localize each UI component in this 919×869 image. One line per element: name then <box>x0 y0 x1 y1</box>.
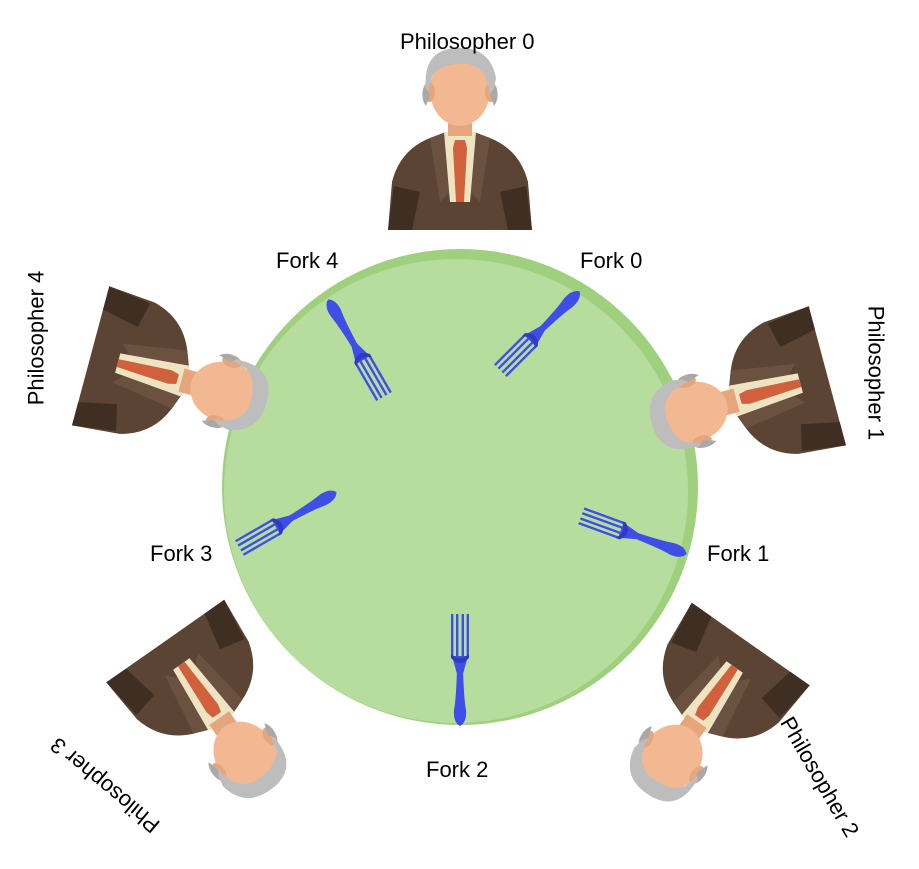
table <box>222 249 698 725</box>
philosopher-4-label: Philosopher 4 <box>23 270 49 406</box>
philosopher-0-label: Philosopher 0 <box>400 29 535 54</box>
philosopher-1-label: Philosopher 1 <box>863 305 889 441</box>
philosopher-0-icon <box>388 47 532 230</box>
fork-2-label: Fork 2 <box>426 757 489 782</box>
fork-4-label: Fork 4 <box>276 248 339 273</box>
fork-3-label: Fork 3 <box>150 541 213 566</box>
fork-0-label: Fork 0 <box>580 248 643 273</box>
fork-1-label: Fork 1 <box>707 541 770 566</box>
table-top <box>224 259 688 723</box>
